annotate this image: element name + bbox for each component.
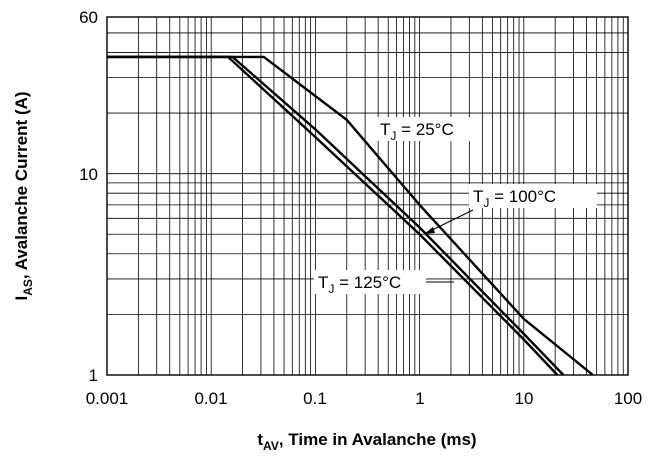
series-label-100c: TJ = 100°C	[473, 187, 556, 210]
series-label-100c-main: T	[473, 187, 483, 206]
series-label-25c: TJ = 25°C	[380, 120, 454, 143]
series-label-25c-main: T	[380, 120, 390, 139]
y-axis-title-main: I	[12, 296, 31, 301]
series-line-25c	[107, 55, 594, 376]
label-bg-125	[314, 270, 426, 294]
plot-frame	[106, 16, 629, 376]
curves	[107, 55, 594, 376]
y-axis-title: IAS, Avalanche Current (A)	[12, 91, 35, 300]
x-axis-title: tAV, Time in Avalanche (ms)	[257, 430, 476, 453]
series-label-125c: TJ = 125°C	[318, 273, 401, 296]
series-label-100c-sub: J	[483, 196, 489, 210]
y-tick-1: 1	[89, 366, 98, 385]
y-axis-title-sub: AS	[21, 279, 35, 296]
x-tick-0.1: 0.1	[303, 389, 327, 408]
series-label-100c-rest: = 100°C	[489, 187, 556, 206]
x-axis-title-rest: , Time in Avalanche (ms)	[279, 430, 477, 449]
series-label-25c-rest: = 25°C	[396, 120, 453, 139]
series-label-25c-sub: J	[390, 129, 396, 143]
series-label-125c-main: T	[318, 273, 328, 292]
x-tick-1: 1	[415, 389, 424, 408]
y-tick-10: 10	[79, 165, 98, 184]
series-line-125c	[107, 55, 559, 376]
y-tick-60: 60	[79, 8, 98, 27]
label-bg-25	[376, 117, 474, 141]
y-axis-title-rest: , Avalanche Current (A)	[12, 91, 31, 279]
leader-arrow-100c	[424, 227, 435, 234]
x-tick-0.01: 0.01	[194, 389, 227, 408]
series-line-100c	[107, 55, 565, 376]
x-axis-title-main: t	[257, 430, 263, 449]
x-tick-0.001: 0.001	[86, 389, 129, 408]
series-label-125c-rest: = 125°C	[334, 273, 401, 292]
x-tick-10: 10	[515, 389, 534, 408]
series-label-125c-sub: J	[328, 282, 334, 296]
label-bg-100	[469, 184, 597, 208]
x-axis-title-sub: AV	[263, 439, 279, 453]
grid	[107, 17, 628, 375]
x-tick-100: 100	[614, 389, 642, 408]
